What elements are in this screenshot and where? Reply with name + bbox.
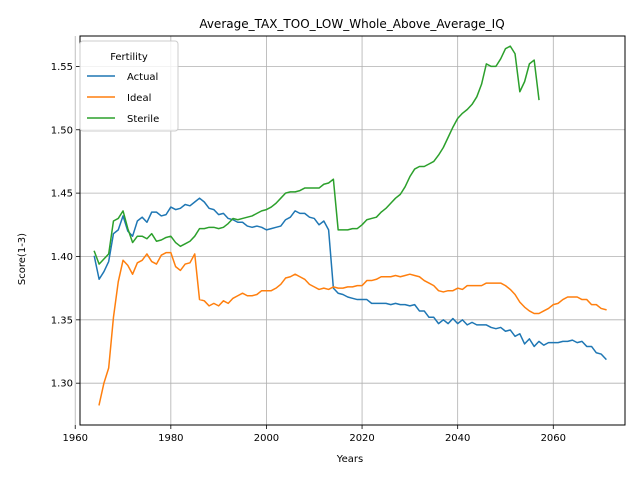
y-tick-label: 1.40: [51, 252, 73, 263]
legend: Fertility Actual Ideal Sterile: [79, 40, 179, 132]
y-axis-label: Score(1-3): [17, 233, 28, 285]
series-lines: [93, 45, 607, 406]
x-tick-label: 1980: [158, 433, 183, 444]
x-axis-label: Years: [336, 454, 363, 465]
legend-title: Fertility: [110, 52, 148, 63]
x-tick-label: 2040: [445, 433, 470, 444]
legend-box: [79, 40, 179, 132]
y-tick-label: 1.50: [51, 125, 73, 136]
chart-title: Average_TAX_TOO_LOW_Whole_Above_Average_…: [199, 17, 504, 31]
x-tick-label: 2020: [349, 433, 374, 444]
y-axis-ticks: 1.30 1.35 1.40 1.45 1.50 1.55: [51, 62, 80, 390]
series-line-ideal: [98, 251, 607, 406]
legend-label-ideal: Ideal: [127, 93, 151, 104]
x-axis-ticks: 1960 1980 2000 2020 2040 2060: [62, 425, 566, 444]
y-tick-label: 1.35: [51, 315, 73, 326]
x-tick-label: 1960: [62, 433, 87, 444]
series-line-actual: [93, 197, 607, 361]
x-tick-label: 2060: [541, 433, 566, 444]
legend-entries: Actual Ideal Sterile: [87, 72, 159, 125]
y-tick-label: 1.55: [51, 62, 73, 73]
grid-lines: [74, 36, 625, 425]
legend-label-actual: Actual: [127, 72, 158, 83]
y-tick-label: 1.45: [51, 189, 73, 200]
series-line-sterile: [93, 45, 540, 265]
y-tick-label: 1.30: [51, 379, 73, 390]
legend-label-sterile: Sterile: [127, 114, 159, 125]
x-tick-label: 2000: [254, 433, 279, 444]
plot-frame: [79, 35, 626, 426]
